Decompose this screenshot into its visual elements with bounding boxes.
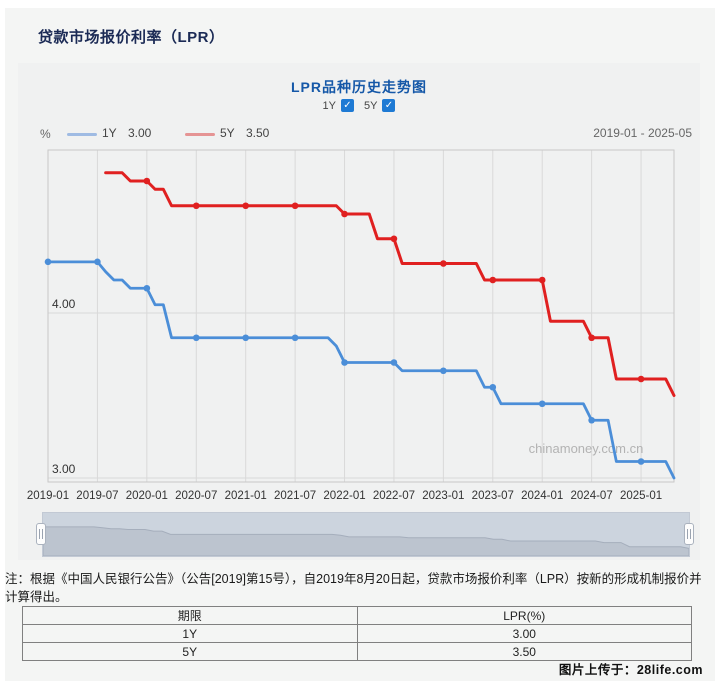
table-row: 1Y 3.00 <box>22 624 692 643</box>
legend-label-5y[interactable]: 5Y <box>220 126 235 140</box>
page-title: 贷款市场报价利率（LPR） <box>38 29 225 46</box>
svg-text:2019-01: 2019-01 <box>27 490 69 502</box>
checkbox-label-5y: 5Y <box>364 99 378 112</box>
svg-text:2025-01: 2025-01 <box>620 490 662 502</box>
svg-text:3.00: 3.00 <box>52 462 76 476</box>
series-toggle-row: 1Y ✓ 5Y ✓ <box>18 99 700 112</box>
datazoom-slider-track[interactable] <box>42 512 690 557</box>
image-credit: 图片上传于：28life.com <box>558 663 703 677</box>
table-row: 5Y 3.50 <box>22 642 692 661</box>
legend-value-5y: 3.50 <box>246 126 270 140</box>
lpr-chart-panel: LPR品种历史走势图 1Y ✓ 5Y ✓ % 1Y 3.00 5Y 3.50 2… <box>18 63 700 560</box>
table-cell-lpr-1y: 3.00 <box>356 624 692 643</box>
legend-value-1y: 3.00 <box>128 126 152 140</box>
chart-title: LPR品种历史走势图 <box>291 79 427 95</box>
svg-text:4.00: 4.00 <box>52 297 76 311</box>
datazoom-left-handle-icon[interactable] <box>36 523 46 545</box>
svg-text:2019-07: 2019-07 <box>76 490 118 502</box>
table-cell-term-5y: 5Y <box>22 642 358 661</box>
svg-text:2023-01: 2023-01 <box>422 490 464 502</box>
footnote: 注：根据《中国人民银行公告》（公告[2019]第15号），自2019年8月20日… <box>5 572 702 605</box>
lpr-line-chart: 4.00 3.00 2019-01 2019-07 2020-01 2020-07 2021… <box>27 149 676 502</box>
svg-text:2022-07: 2022-07 <box>373 490 415 502</box>
svg-text:2024-07: 2024-07 <box>571 490 613 502</box>
legend-label-1y[interactable]: 1Y <box>102 126 117 140</box>
svg-text:2021-07: 2021-07 <box>274 490 316 502</box>
table-header-row: 期限 LPR(%) <box>22 606 692 625</box>
checkbox-label-1y: 1Y <box>322 99 336 112</box>
legend-swatch-5y <box>185 133 215 136</box>
table-cell-lpr-5y: 3.50 <box>356 642 692 661</box>
checkbox-1y-checked-icon[interactable]: ✓ <box>341 99 354 112</box>
svg-text:2020-07: 2020-07 <box>175 490 217 502</box>
svg-text:2020-01: 2020-01 <box>126 490 168 502</box>
table-cell-term-1y: 1Y <box>22 624 358 643</box>
datazoom-right-handle-icon[interactable] <box>684 523 694 545</box>
checkbox-5y-checked-icon[interactable]: ✓ <box>382 99 396 112</box>
table-header-term: 期限 <box>22 606 358 625</box>
svg-text:2021-01: 2021-01 <box>225 490 267 502</box>
svg-text:chinamoney.com.cn: chinamoney.com.cn <box>529 441 644 456</box>
series-toggle-1y[interactable]: 1Y ✓ <box>323 99 354 112</box>
date-range-label: 2019-01 - 2025-05 <box>593 126 692 140</box>
svg-text:2022-01: 2022-01 <box>323 490 365 502</box>
legend-row: % 1Y 3.00 5Y 3.50 2019-01 - 2025-05 <box>18 125 700 143</box>
svg-text:2023-07: 2023-07 <box>472 490 514 502</box>
datazoom-mini-area-chart <box>43 526 689 556</box>
table-header-lpr: LPR(%) <box>356 606 692 625</box>
lpr-summary-table: 期限 LPR(%) 1Y 3.00 5Y 3.50 <box>22 606 692 661</box>
series-toggle-5y[interactable]: 5Y ✓ <box>364 99 396 112</box>
svg-text:2024-01: 2024-01 <box>521 490 563 502</box>
y-axis-unit-label: % <box>40 127 51 141</box>
legend-swatch-1y <box>67 133 97 136</box>
